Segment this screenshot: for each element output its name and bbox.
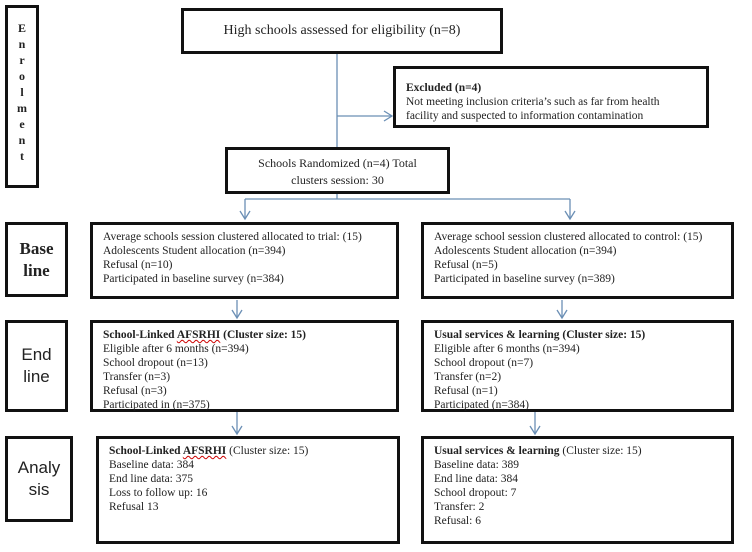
analysis-control-line: End line data: 384: [434, 473, 518, 485]
endline-label: line: [23, 367, 50, 386]
excluded-reason: Not meeting inclusion criteria’s such as…: [406, 96, 660, 108]
endline-trial-line: Transfer (n=3): [103, 371, 171, 383]
enrolment-label: E n r o l m e n t: [17, 21, 30, 163]
baseline-label: Base: [19, 238, 54, 258]
endline-trial-line: School dropout (n=13): [103, 357, 208, 369]
title-part: AFSRHI: [182, 445, 227, 457]
analysis-control-line: School dropout: 7: [434, 487, 517, 499]
baseline-trial-line: Average schools session clustered alloca…: [103, 231, 362, 243]
endline-label: End: [21, 345, 52, 364]
analysis-trial-line: Loss to follow up: 16: [109, 487, 208, 499]
title-part: Usual services & learning: [434, 445, 560, 457]
endline-control-line: School dropout (n=7): [434, 357, 534, 369]
title-part: (Cluster size: 15): [559, 445, 642, 457]
arrow-excluded: [383, 110, 394, 122]
title-part: (Cluster size: 15): [226, 445, 309, 457]
analysis-label: Analy: [17, 458, 61, 477]
endline-control-line: Transfer (n=2): [434, 371, 502, 383]
baseline-control-line: Refusal (n=5): [434, 259, 498, 271]
endline-control-box: Usual services & learning (Cluster size:…: [421, 320, 734, 412]
baseline-trial-line: Participated in baseline survey (n=384): [103, 273, 284, 285]
excluded-title: Excluded (n=4): [406, 82, 482, 94]
stage-label-enrolment: E n r o l m e n t: [5, 5, 39, 188]
title-part: (Cluster size: 15): [220, 329, 306, 341]
endline-control-title: Usual services & learning (Cluster size:…: [434, 329, 646, 341]
endline-trial-line: Refusal (n=3): [103, 385, 167, 397]
baseline-control-line: Average school session clustered allocat…: [434, 231, 703, 243]
analysis-trial-title: School-Linked AFSRHI (Cluster size: 15): [109, 444, 397, 458]
endline-trial-box: School-Linked AFSRHI (Cluster size: 15) …: [90, 320, 399, 412]
endline-trial-title: School-Linked AFSRHI (Cluster size: 15): [103, 328, 396, 342]
analysis-label: sis: [28, 480, 50, 499]
assessed-text: High schools assessed for eligibility (n…: [223, 23, 461, 38]
analysis-trial-box: School-Linked AFSRHI (Cluster size: 15) …: [96, 436, 400, 544]
arrow-control-analysis: [529, 425, 541, 436]
analysis-trial-line: Refusal 13: [109, 501, 159, 513]
analysis-control-title: Usual services & learning (Cluster size:…: [434, 444, 731, 458]
analysis-control-line: Refusal: 6: [434, 515, 481, 527]
randomized-box: Schools Randomized (n=4) Total clusters …: [225, 147, 450, 194]
arrow-trial-endline: [231, 309, 243, 320]
analysis-control-box: Usual services & learning (Cluster size:…: [421, 436, 734, 544]
baseline-trial-box: Average schools session clustered alloca…: [90, 222, 399, 299]
arrow-trial-baseline: [239, 210, 251, 221]
stage-label-endline: End line: [5, 320, 68, 412]
excluded-reason: facility and suspected to information co…: [406, 110, 644, 122]
endline-trial-line: Eligible after 6 months (n=394): [103, 343, 249, 355]
analysis-control-line: Baseline data: 389: [434, 459, 519, 471]
excluded-box: Excluded (n=4) Not meeting inclusion cri…: [393, 66, 709, 128]
title-part: AFSRHI: [176, 329, 221, 341]
endline-control-line: Eligible after 6 months (n=394): [434, 343, 580, 355]
baseline-trial-line: Adolescents Student allocation (n=394): [103, 245, 286, 257]
title-part: School-Linked: [103, 329, 177, 341]
assessed-box: High schools assessed for eligibility (n…: [181, 8, 503, 54]
stage-label-analysis: Analy sis: [5, 436, 73, 522]
endline-control-line: Refusal (n=1): [434, 385, 498, 397]
arrow-control-endline: [556, 309, 568, 320]
analysis-trial-line: Baseline data: 384: [109, 459, 194, 471]
randomized-text: clusters session: 30: [291, 173, 384, 187]
baseline-control-box: Average school session clustered allocat…: [421, 222, 734, 299]
arrow-trial-analysis: [231, 425, 243, 436]
baseline-control-line: Adolescents Student allocation (n=394): [434, 245, 617, 257]
endline-control-line: Participated (n=384): [434, 399, 529, 411]
randomized-text: Schools Randomized (n=4) Total: [258, 156, 417, 170]
endline-trial-line: Participated in (n=375): [103, 399, 210, 411]
baseline-trial-line: Refusal (n=10): [103, 259, 173, 271]
analysis-control-line: Transfer: 2: [434, 501, 485, 513]
baseline-label: line: [23, 260, 50, 280]
title-part: School-Linked: [109, 445, 183, 457]
stage-label-baseline: Base line: [5, 222, 68, 297]
analysis-trial-line: End line data: 375: [109, 473, 193, 485]
arrow-control-baseline: [564, 210, 576, 221]
baseline-control-line: Participated in baseline survey (n=389): [434, 273, 615, 285]
